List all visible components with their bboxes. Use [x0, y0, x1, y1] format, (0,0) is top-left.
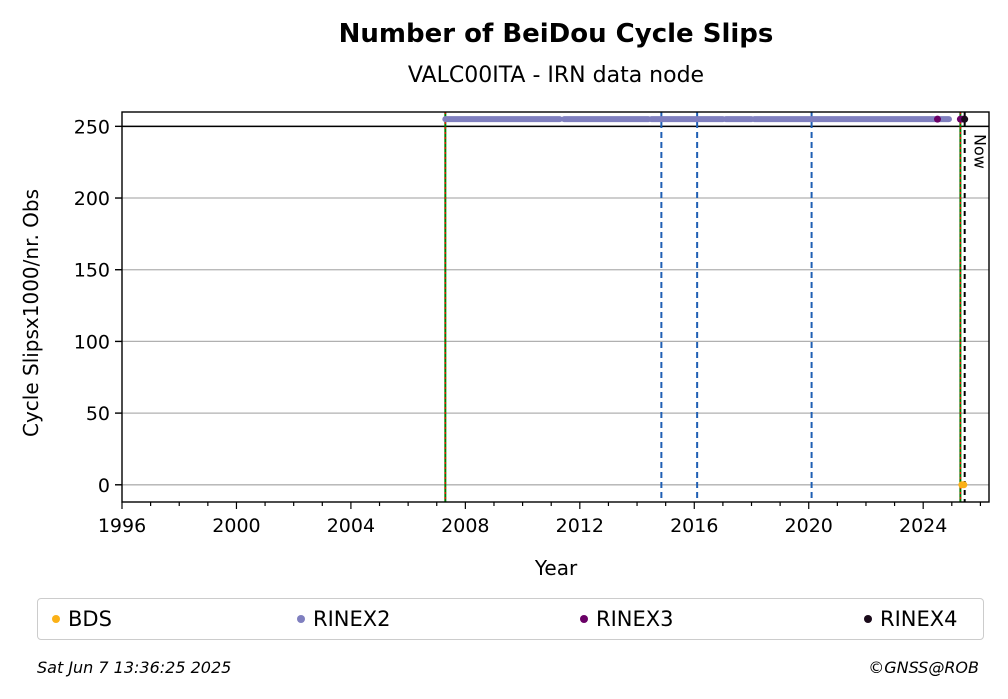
now-label: Now [971, 134, 990, 169]
series-rinex4-point [961, 115, 969, 123]
legend-label-bds: BDS [68, 607, 112, 631]
x-tick-label: 2016 [670, 515, 718, 537]
legend-marker-rinex4 [864, 615, 872, 623]
x-tick-label: 2024 [899, 515, 947, 537]
chart-subtitle: VALC00ITA - IRN data node [408, 63, 704, 88]
legend-label-rinex4: RINEX4 [880, 607, 958, 631]
copyright-footer: ©GNSS@ROB [868, 658, 979, 677]
legend-item-rinex3: RINEX3 [580, 607, 674, 631]
legend-label-rinex2: RINEX2 [313, 607, 391, 631]
legend: BDS RINEX2 RINEX3 RINEX4 [37, 598, 984, 640]
y-tick-label: 200 [74, 188, 110, 210]
legend-label-rinex3: RINEX3 [596, 607, 674, 631]
x-tick-label: 2000 [212, 515, 260, 537]
legend-marker-rinex3 [580, 615, 588, 623]
x-tick-label: 2020 [785, 515, 833, 537]
legend-item-bds: BDS [52, 607, 112, 631]
series-bds-point [960, 481, 968, 489]
plot-area: Now 0 50 100 150 200 250 1996 2000 2004 2008 2012 20… [74, 111, 990, 537]
x-axis-label: Year [534, 556, 578, 580]
series-rinex3-point [933, 115, 941, 123]
y-axis-label: Cycle Slipsx1000/nr. Obs [19, 189, 43, 437]
plot-frame [121, 111, 990, 503]
legend-marker-bds [52, 615, 60, 623]
legend-item-rinex2: RINEX2 [297, 607, 391, 631]
x-tick-label: 2004 [327, 515, 375, 537]
legend-marker-rinex2 [297, 615, 305, 623]
y-tick-label: 150 [74, 260, 110, 282]
y-tick-label: 250 [74, 116, 110, 138]
x-tick-label: 2012 [556, 515, 604, 537]
x-tick-label: 2008 [441, 515, 489, 537]
y-tick-label: 100 [74, 331, 110, 353]
timestamp-footer: Sat Jun 7 13:36:25 2025 [37, 658, 232, 677]
y-tick-label: 50 [86, 403, 110, 425]
chart-title: Number of BeiDou Cycle Slips [339, 19, 774, 49]
y-tick-label: 0 [98, 475, 110, 497]
x-tick-label: 1996 [98, 515, 146, 537]
legend-item-rinex4: RINEX4 [864, 607, 958, 631]
